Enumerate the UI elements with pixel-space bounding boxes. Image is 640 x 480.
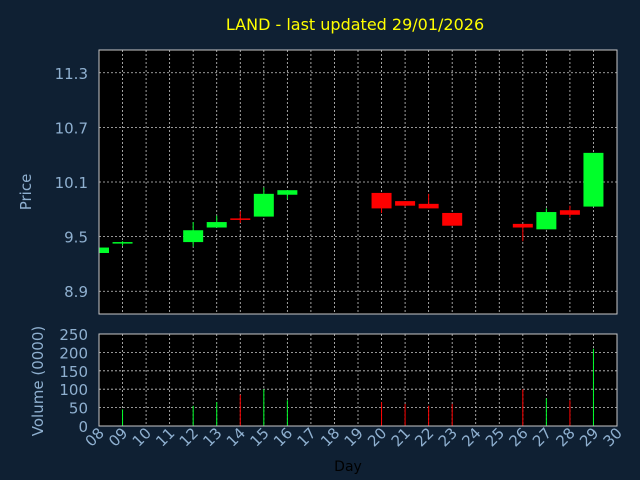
candle-body	[99, 247, 109, 254]
candle-26	[512, 223, 533, 242]
volume-plot-frame	[98, 333, 618, 427]
candle-20	[371, 192, 392, 213]
volume-bars	[122, 348, 594, 426]
candle-body	[206, 222, 227, 228]
candle-14	[230, 211, 251, 223]
candle-body	[183, 230, 204, 243]
volume-y-tick-label: 200	[59, 344, 88, 362]
candle-15	[253, 187, 274, 217]
candle-23	[442, 212, 463, 226]
candle-body	[559, 210, 580, 215]
price-y-tick-label: 10.7	[55, 119, 88, 137]
candle-body	[536, 212, 557, 230]
volume-y-tick-label: 0	[78, 418, 88, 436]
price-plot-frame	[98, 49, 618, 315]
price-y-tick-label: 10.1	[55, 174, 88, 192]
candle-22	[418, 193, 439, 209]
price-y-tick-label: 11.3	[55, 65, 88, 83]
candle-16	[277, 190, 298, 200]
candle-12	[183, 222, 204, 247]
candle-body	[112, 242, 133, 244]
candle-13	[206, 215, 227, 228]
candle-body	[395, 201, 416, 206]
volume-y-tick-label: 50	[69, 400, 88, 418]
volume-y-tick-label: 250	[59, 326, 88, 344]
candle-28	[559, 205, 580, 218]
price-candles	[98, 152, 604, 254]
volume-y-tick-label: 150	[59, 363, 88, 381]
candle-body	[418, 203, 439, 209]
price-grid	[99, 50, 617, 314]
price-y-tick-label: 8.9	[64, 283, 88, 301]
price-y-axis-label: Price	[17, 174, 35, 211]
candle-body	[442, 212, 463, 226]
candle-21	[395, 201, 416, 207]
volume-y-tick-label: 100	[59, 381, 88, 399]
candle-27	[536, 208, 557, 230]
candle-body	[371, 192, 392, 209]
candle-9	[112, 241, 133, 246]
candle-body	[253, 193, 274, 217]
candle-29	[583, 152, 604, 207]
candle-body	[583, 152, 604, 207]
chart-title: LAND - last updated 29/01/2026	[226, 15, 484, 34]
volume-x-ticks: 0809101112131415161718192021222324252627…	[82, 424, 626, 450]
volume-y-axis-label: Volume (0000)	[29, 326, 47, 436]
price-y-tick-label: 9.5	[64, 229, 88, 247]
candle-8	[98, 247, 109, 254]
x-axis-label: Day	[334, 459, 362, 475]
candle-body	[277, 190, 298, 195]
candle-body	[230, 218, 251, 220]
candle-body	[512, 223, 533, 228]
price-y-ticks: 8.9 9.5 10.1 10.7 11.3	[55, 65, 88, 301]
price-panel: 8.9 9.5 10.1 10.7 11.3 Price	[17, 49, 618, 315]
